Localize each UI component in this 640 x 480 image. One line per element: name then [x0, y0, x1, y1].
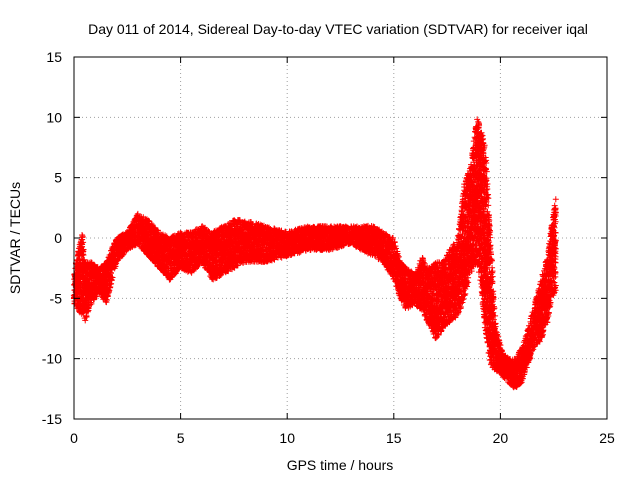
data-points — [70, 116, 559, 391]
chart-title: Day 011 of 2014, Sidereal Day-to-day VTE… — [88, 21, 588, 37]
data-point — [80, 239, 87, 246]
data-point — [80, 252, 87, 259]
data-point — [79, 233, 86, 240]
